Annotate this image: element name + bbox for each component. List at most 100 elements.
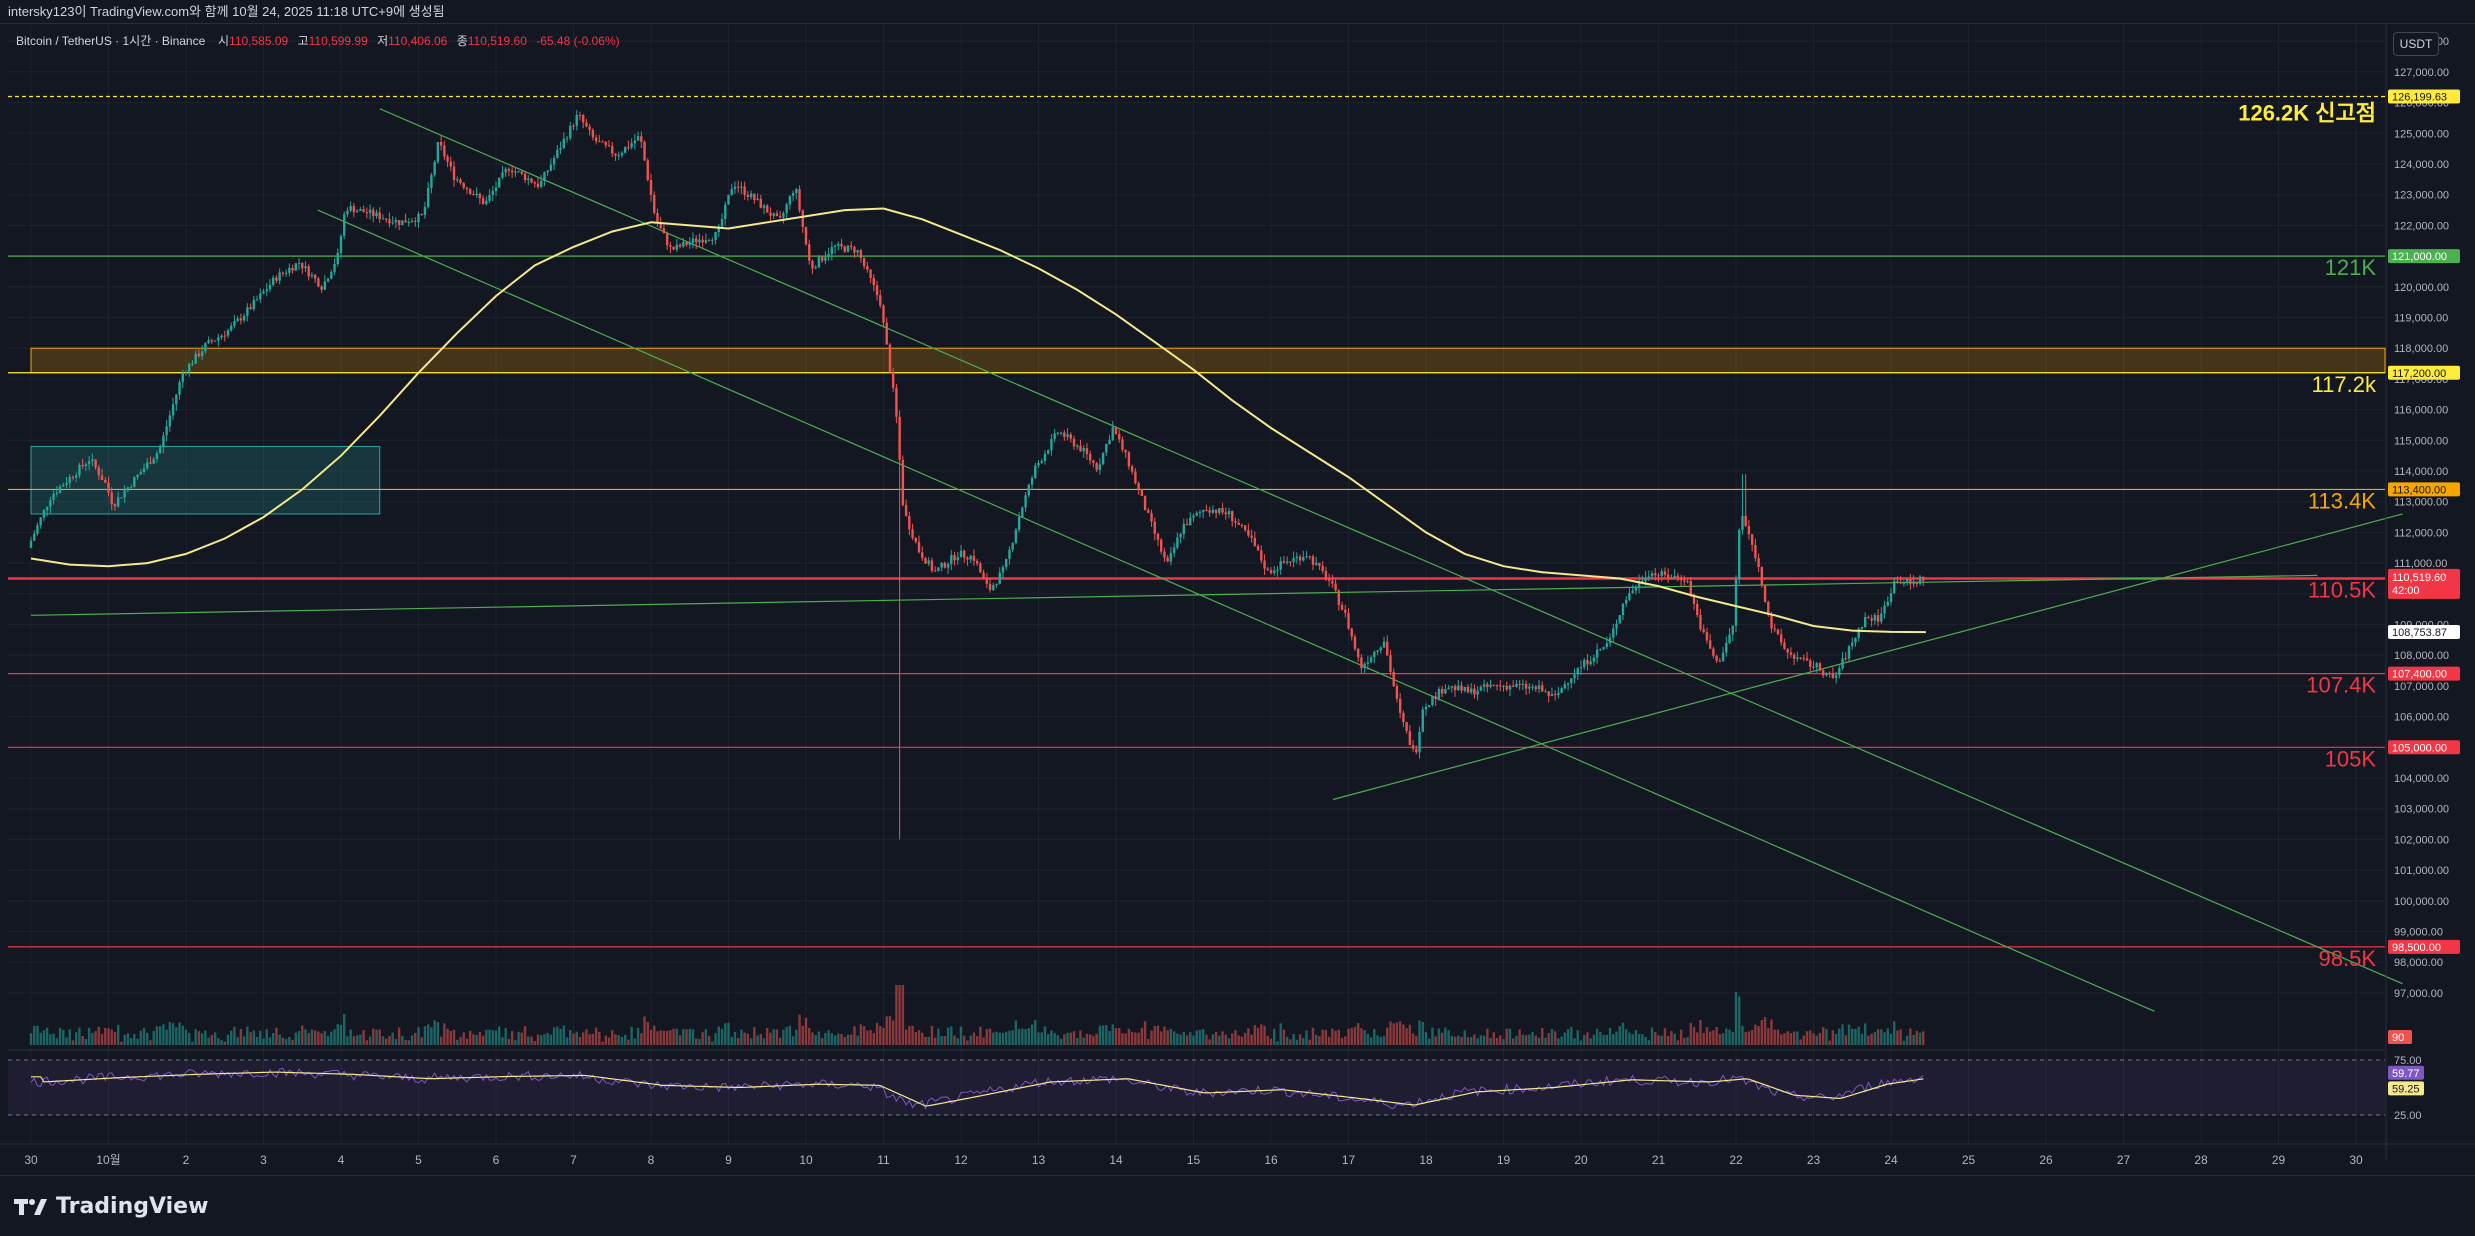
volume-bar (1760, 1020, 1764, 1045)
volume-bar (1718, 1034, 1722, 1045)
tradingview-logo[interactable]: TradingView (14, 1194, 208, 1219)
level-label: 126.2K 신고점 (2238, 100, 2376, 125)
candle-body (1886, 601, 1889, 606)
candle-body (1040, 461, 1043, 463)
volume-bar (1553, 1031, 1557, 1045)
candle-body (1214, 509, 1218, 513)
time-tick-label: 17 (1342, 1153, 1356, 1167)
candle-body (317, 278, 320, 287)
volume-bar (58, 1027, 62, 1045)
candle-body (126, 487, 130, 491)
level-axis-value: 117,200.00 (2392, 368, 2446, 380)
footer: TradingView (0, 1175, 2475, 1236)
price-chart[interactable]: 75.00 25.00 59.77 59.25 128,000.00127,000.0… (0, 24, 2475, 1175)
volume-bar (378, 1029, 381, 1045)
candle-body (675, 244, 679, 250)
candle-body (1005, 558, 1008, 568)
volume-bar (1263, 1025, 1266, 1045)
candle-body (1792, 654, 1796, 659)
candle-body (1696, 603, 1699, 616)
candle-body (1263, 560, 1266, 569)
volume-bar (1673, 1033, 1676, 1045)
price-tick-label: 113,000.00 (2394, 497, 2448, 509)
volume-bar (1789, 1033, 1793, 1045)
candle-body (372, 209, 375, 217)
volume-bar (1915, 1030, 1919, 1045)
time-tick-label: 24 (1884, 1153, 1898, 1167)
volume-bar (333, 1029, 336, 1045)
volume-bar (1218, 1035, 1221, 1045)
candle-body (1386, 641, 1389, 656)
candle-body (630, 143, 633, 148)
currency-badge[interactable]: USDT (2393, 32, 2439, 56)
price-tick-label: 124,000.00 (2394, 159, 2449, 171)
volume-bar (1111, 1024, 1114, 1045)
candle-body (175, 394, 178, 405)
volume-bar (45, 1027, 49, 1045)
candle-body (1867, 616, 1870, 619)
candle-body (1647, 576, 1651, 578)
volume-bar (756, 1035, 759, 1045)
candle-body (808, 244, 811, 261)
time-tick-label: 19 (1497, 1153, 1511, 1167)
candle-body (785, 204, 788, 214)
candle-body (1783, 642, 1786, 649)
volume-bar (1360, 1028, 1363, 1045)
candle-body (1686, 581, 1689, 583)
candle-body (1495, 685, 1499, 687)
volume-bar (223, 1041, 226, 1045)
volume-bar (1211, 1034, 1215, 1045)
volume-bar (1137, 1032, 1140, 1045)
volume-bar (1486, 1028, 1489, 1045)
time-axis[interactable]: 30 10월 2 3 4 5 6 7 8 9 10 11 12 13 14 15 16 17 18 19 20 21 22 2… (0, 1143, 2475, 1167)
candle-body (556, 149, 559, 158)
volume-bar (391, 1032, 394, 1045)
volume-bar (569, 1029, 572, 1045)
volume-bar (1628, 1032, 1631, 1045)
candle-body (598, 141, 601, 143)
candle-body (91, 459, 94, 462)
candle-body (895, 387, 898, 417)
volume-bar (1056, 1035, 1060, 1045)
candle-body (1088, 454, 1092, 461)
price-zone (30, 445, 381, 515)
candle-body (104, 480, 107, 483)
volume-bar (801, 1025, 804, 1045)
volume-bar (1172, 1031, 1176, 1045)
volume-bar (1715, 1026, 1718, 1045)
volume-bar (1276, 1041, 1279, 1045)
horizontal-levels[interactable] (8, 95, 2385, 948)
price-axis[interactable]: 128,000.00127,000.00126,000.00125,000.00… (2385, 24, 2460, 1160)
volume-bar (1043, 1026, 1047, 1045)
volume-bar (146, 1032, 149, 1045)
candle-body (1576, 668, 1579, 675)
volume-bar (762, 1038, 766, 1045)
candle-body (998, 572, 1001, 584)
volume-bar (194, 1029, 197, 1045)
volume-bar (446, 1028, 449, 1045)
volume-bar (1405, 1028, 1408, 1045)
volume-bar (856, 1035, 859, 1045)
candle-body (36, 525, 39, 534)
candle-body (42, 510, 46, 518)
candle-body (1754, 544, 1757, 559)
volume-bar (217, 1038, 220, 1045)
volume-bar (1922, 1031, 1925, 1045)
volume-bar (207, 1037, 210, 1045)
volume-bar (481, 1035, 485, 1045)
candle-body (869, 269, 872, 279)
candle-body (830, 247, 834, 255)
volume-bar (556, 1026, 559, 1045)
volume-bar (191, 1041, 194, 1045)
candle-body (55, 492, 59, 494)
candle-body (1757, 558, 1760, 567)
candle-body (1063, 432, 1066, 437)
grid (8, 24, 2385, 1159)
candle-body (1324, 571, 1328, 580)
candle-body (788, 195, 792, 205)
candle-body (872, 278, 876, 286)
volume-bar (1570, 1026, 1573, 1045)
trendlines[interactable] (30, 108, 2403, 1012)
volume-bar (959, 1026, 963, 1045)
candle-body (1821, 670, 1825, 676)
